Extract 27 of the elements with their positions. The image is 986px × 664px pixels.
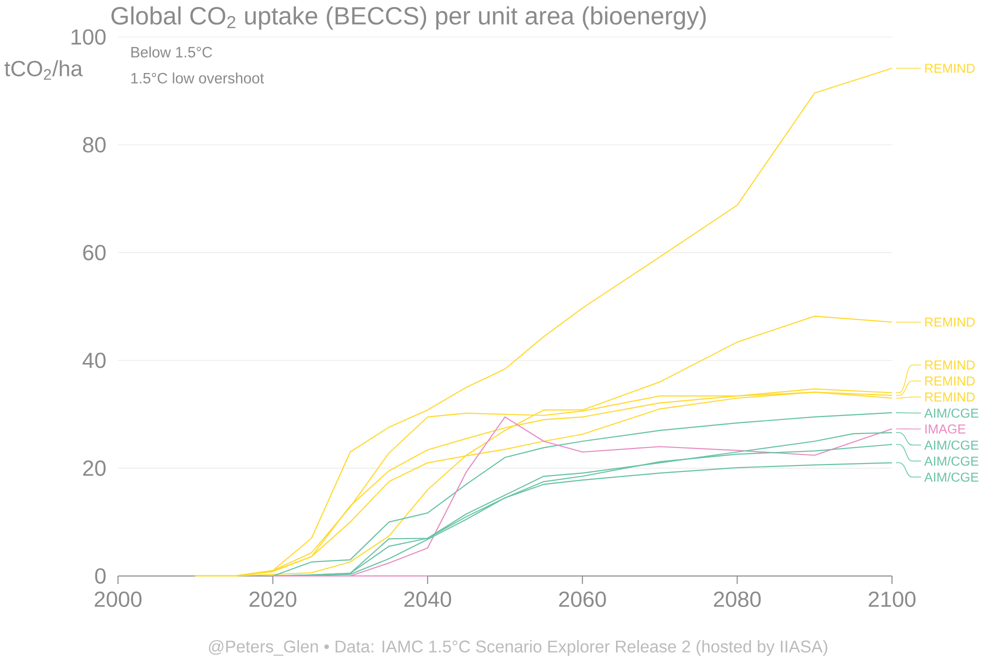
y-tick-label: 100 — [72, 29, 106, 45]
y-tick-label: 0 — [95, 568, 106, 584]
text: REMIND — [925, 360, 975, 370]
legend-label: REMIND — [925, 392, 975, 402]
legend-label: AIM/CGE — [924, 456, 978, 466]
chart-title: Global CO$_{2}$ uptake (BECCS) per unit area (bioenergy) — [111, 6, 706, 30]
x-tick-label: 2020 — [250, 591, 296, 608]
legend-label: REMIND — [925, 318, 975, 327]
x-tick-label: 2060 — [559, 591, 606, 608]
y-tick-label: 40 — [82, 352, 106, 368]
x-tick-label: 2040 — [404, 591, 452, 608]
legend-label: AIM/CGE — [924, 440, 978, 450]
y-tick-label: 20 — [83, 460, 106, 476]
legend-label: REMIND — [925, 64, 975, 73]
text: @Peters_Glen • Data: IAMC 1.5°C Scenario Explorer Release 2 (hosted by IIASA) — [208, 640, 828, 656]
annotation: 1.5°C low overshoot — [131, 72, 264, 84]
y-axis-title: tCO$_{2}$/ha — [4, 60, 83, 80]
text: AIM/CGE — [924, 472, 978, 482]
x-tick-label: 2100 — [868, 591, 916, 608]
legend-label: AIM/CGE — [924, 408, 978, 418]
y-tick-label: 80 — [83, 137, 106, 153]
legend-label: IMAGE — [925, 424, 966, 434]
x-tick-label: 2080 — [714, 591, 761, 608]
y-tick-label: 60 — [83, 244, 106, 260]
legend-label: REMIND — [925, 376, 975, 386]
annotation: Below 1.5°C — [131, 46, 212, 58]
x-tick-label: 2000 — [94, 591, 142, 608]
